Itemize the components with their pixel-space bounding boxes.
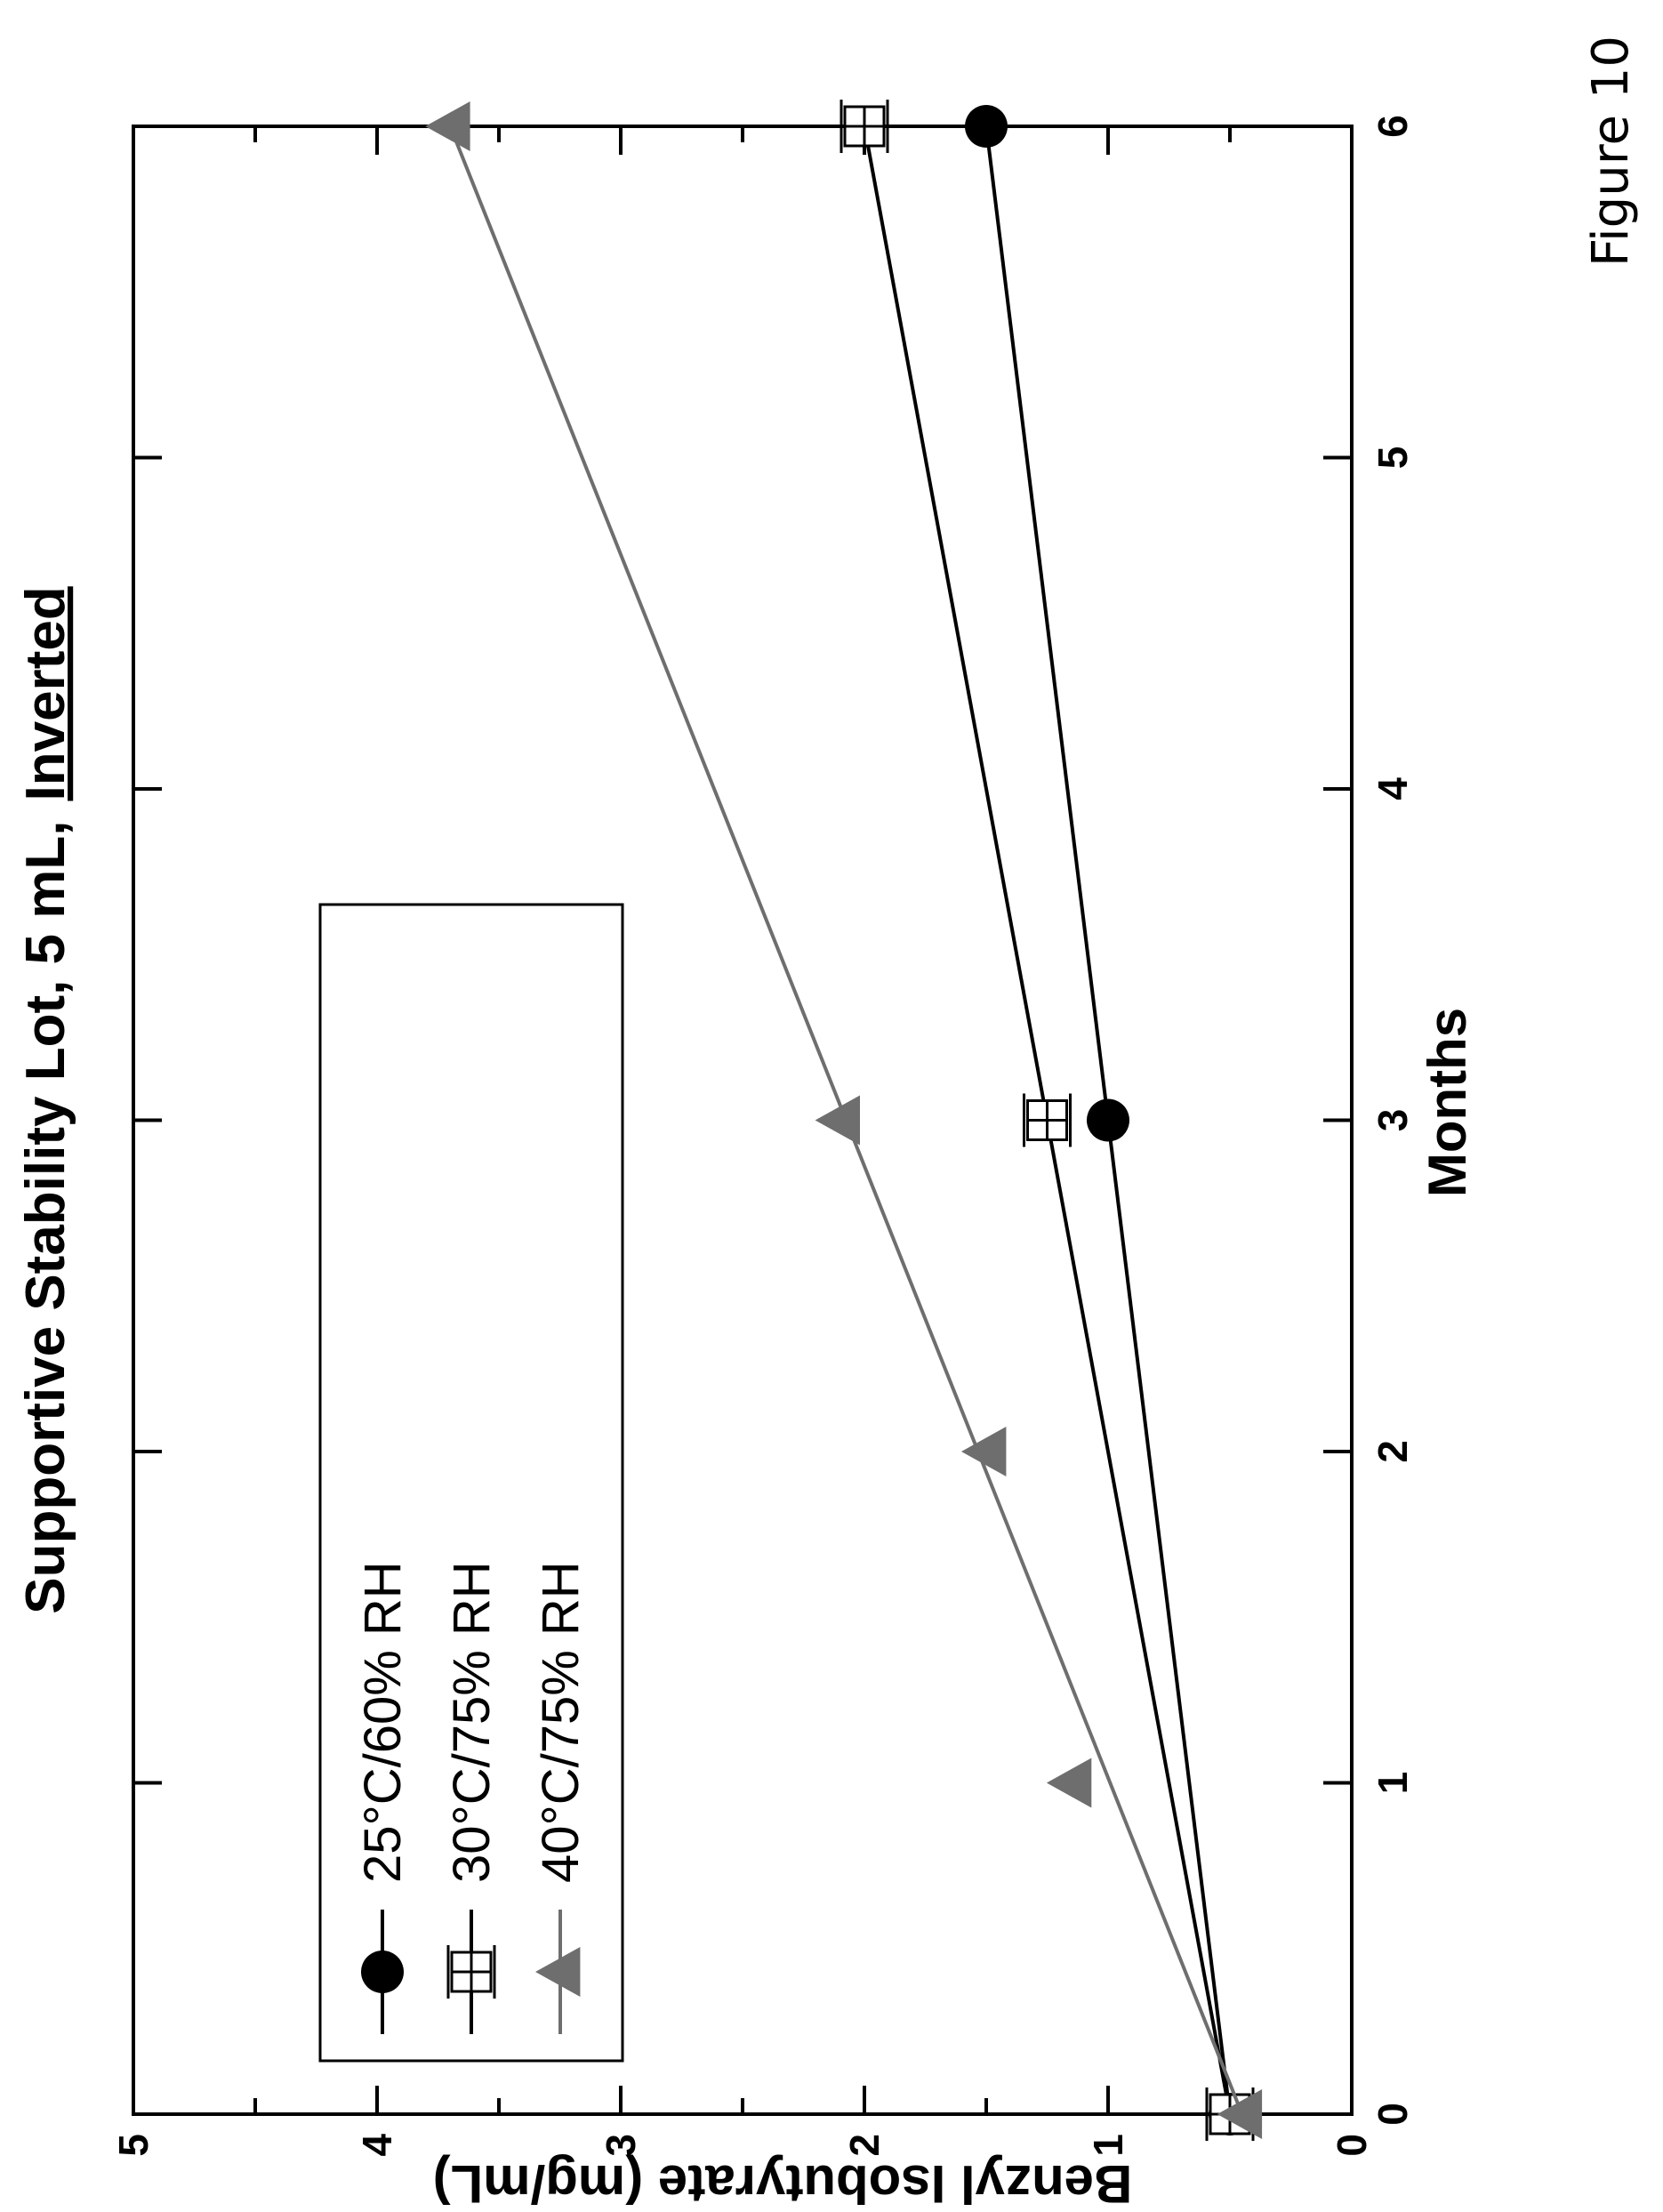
x-axis-ticks: 0 1 2 3 4 5 6 [133, 115, 1416, 2126]
series-3 [425, 101, 1263, 2139]
x-tick-label: 2 [1370, 1440, 1416, 1463]
y-axis-label: Benzyl Isobutyrate (mg/mL) [433, 2154, 1133, 2212]
x-tick-label: 3 [1370, 1109, 1416, 1132]
x-axis-label: Months [1418, 1008, 1477, 1197]
x-tick-label: 5 [1370, 446, 1416, 470]
chart-title-emphasis: Inverted [15, 586, 76, 800]
data-point [535, 1947, 581, 1997]
chart-title-main: Supportive Stability Lot, 5 mL, [15, 821, 76, 1614]
series-2 [840, 100, 1255, 2141]
y-tick-label: 2 [841, 2134, 888, 2157]
y-tick-label: 5 [110, 2134, 157, 2157]
rotated-chart: Supportive Stability Lot, 5 mL,Inverted … [15, 100, 1477, 2157]
y-tick-label: 1 [1085, 2134, 1131, 2157]
data-point [961, 1427, 1007, 1476]
data-point [361, 1951, 404, 1993]
data-point [815, 1095, 860, 1146]
data-point [1087, 1098, 1129, 1142]
y-tick-label: 3 [598, 2134, 644, 2157]
data-point [1217, 2089, 1263, 2139]
legend-entry: 30°C/75% RH [443, 1561, 501, 1883]
x-tick-label: 4 [1370, 777, 1416, 800]
data-point [425, 101, 470, 151]
x-tick-label: 1 [1370, 1772, 1416, 1795]
y-axis-ticks: 0 1 2 3 4 5 [110, 126, 1375, 2157]
legend: 25°C/60% RH 30°C/75% RH 40°C/75% RH [318, 903, 624, 2063]
x-tick-label: 0 [1370, 2103, 1416, 2126]
chart-title: Supportive Stability Lot, 5 mL, Inverted [15, 586, 76, 1613]
legend-box [318, 903, 624, 2063]
series-1 [965, 105, 1251, 2136]
figure-label: Figure 10 [1582, 36, 1640, 267]
x-tick-label: 6 [1370, 115, 1416, 138]
data-point [1046, 1758, 1092, 1808]
series-layer [425, 100, 1263, 2141]
legend-entry: 25°C/60% RH [354, 1561, 412, 1883]
data-point [965, 105, 1008, 148]
legend-entry: 40°C/75% RH [532, 1561, 590, 1883]
plot-frame [132, 125, 1354, 2116]
y-tick-label: 0 [1329, 2134, 1375, 2157]
y-tick-label: 4 [354, 2134, 400, 2157]
